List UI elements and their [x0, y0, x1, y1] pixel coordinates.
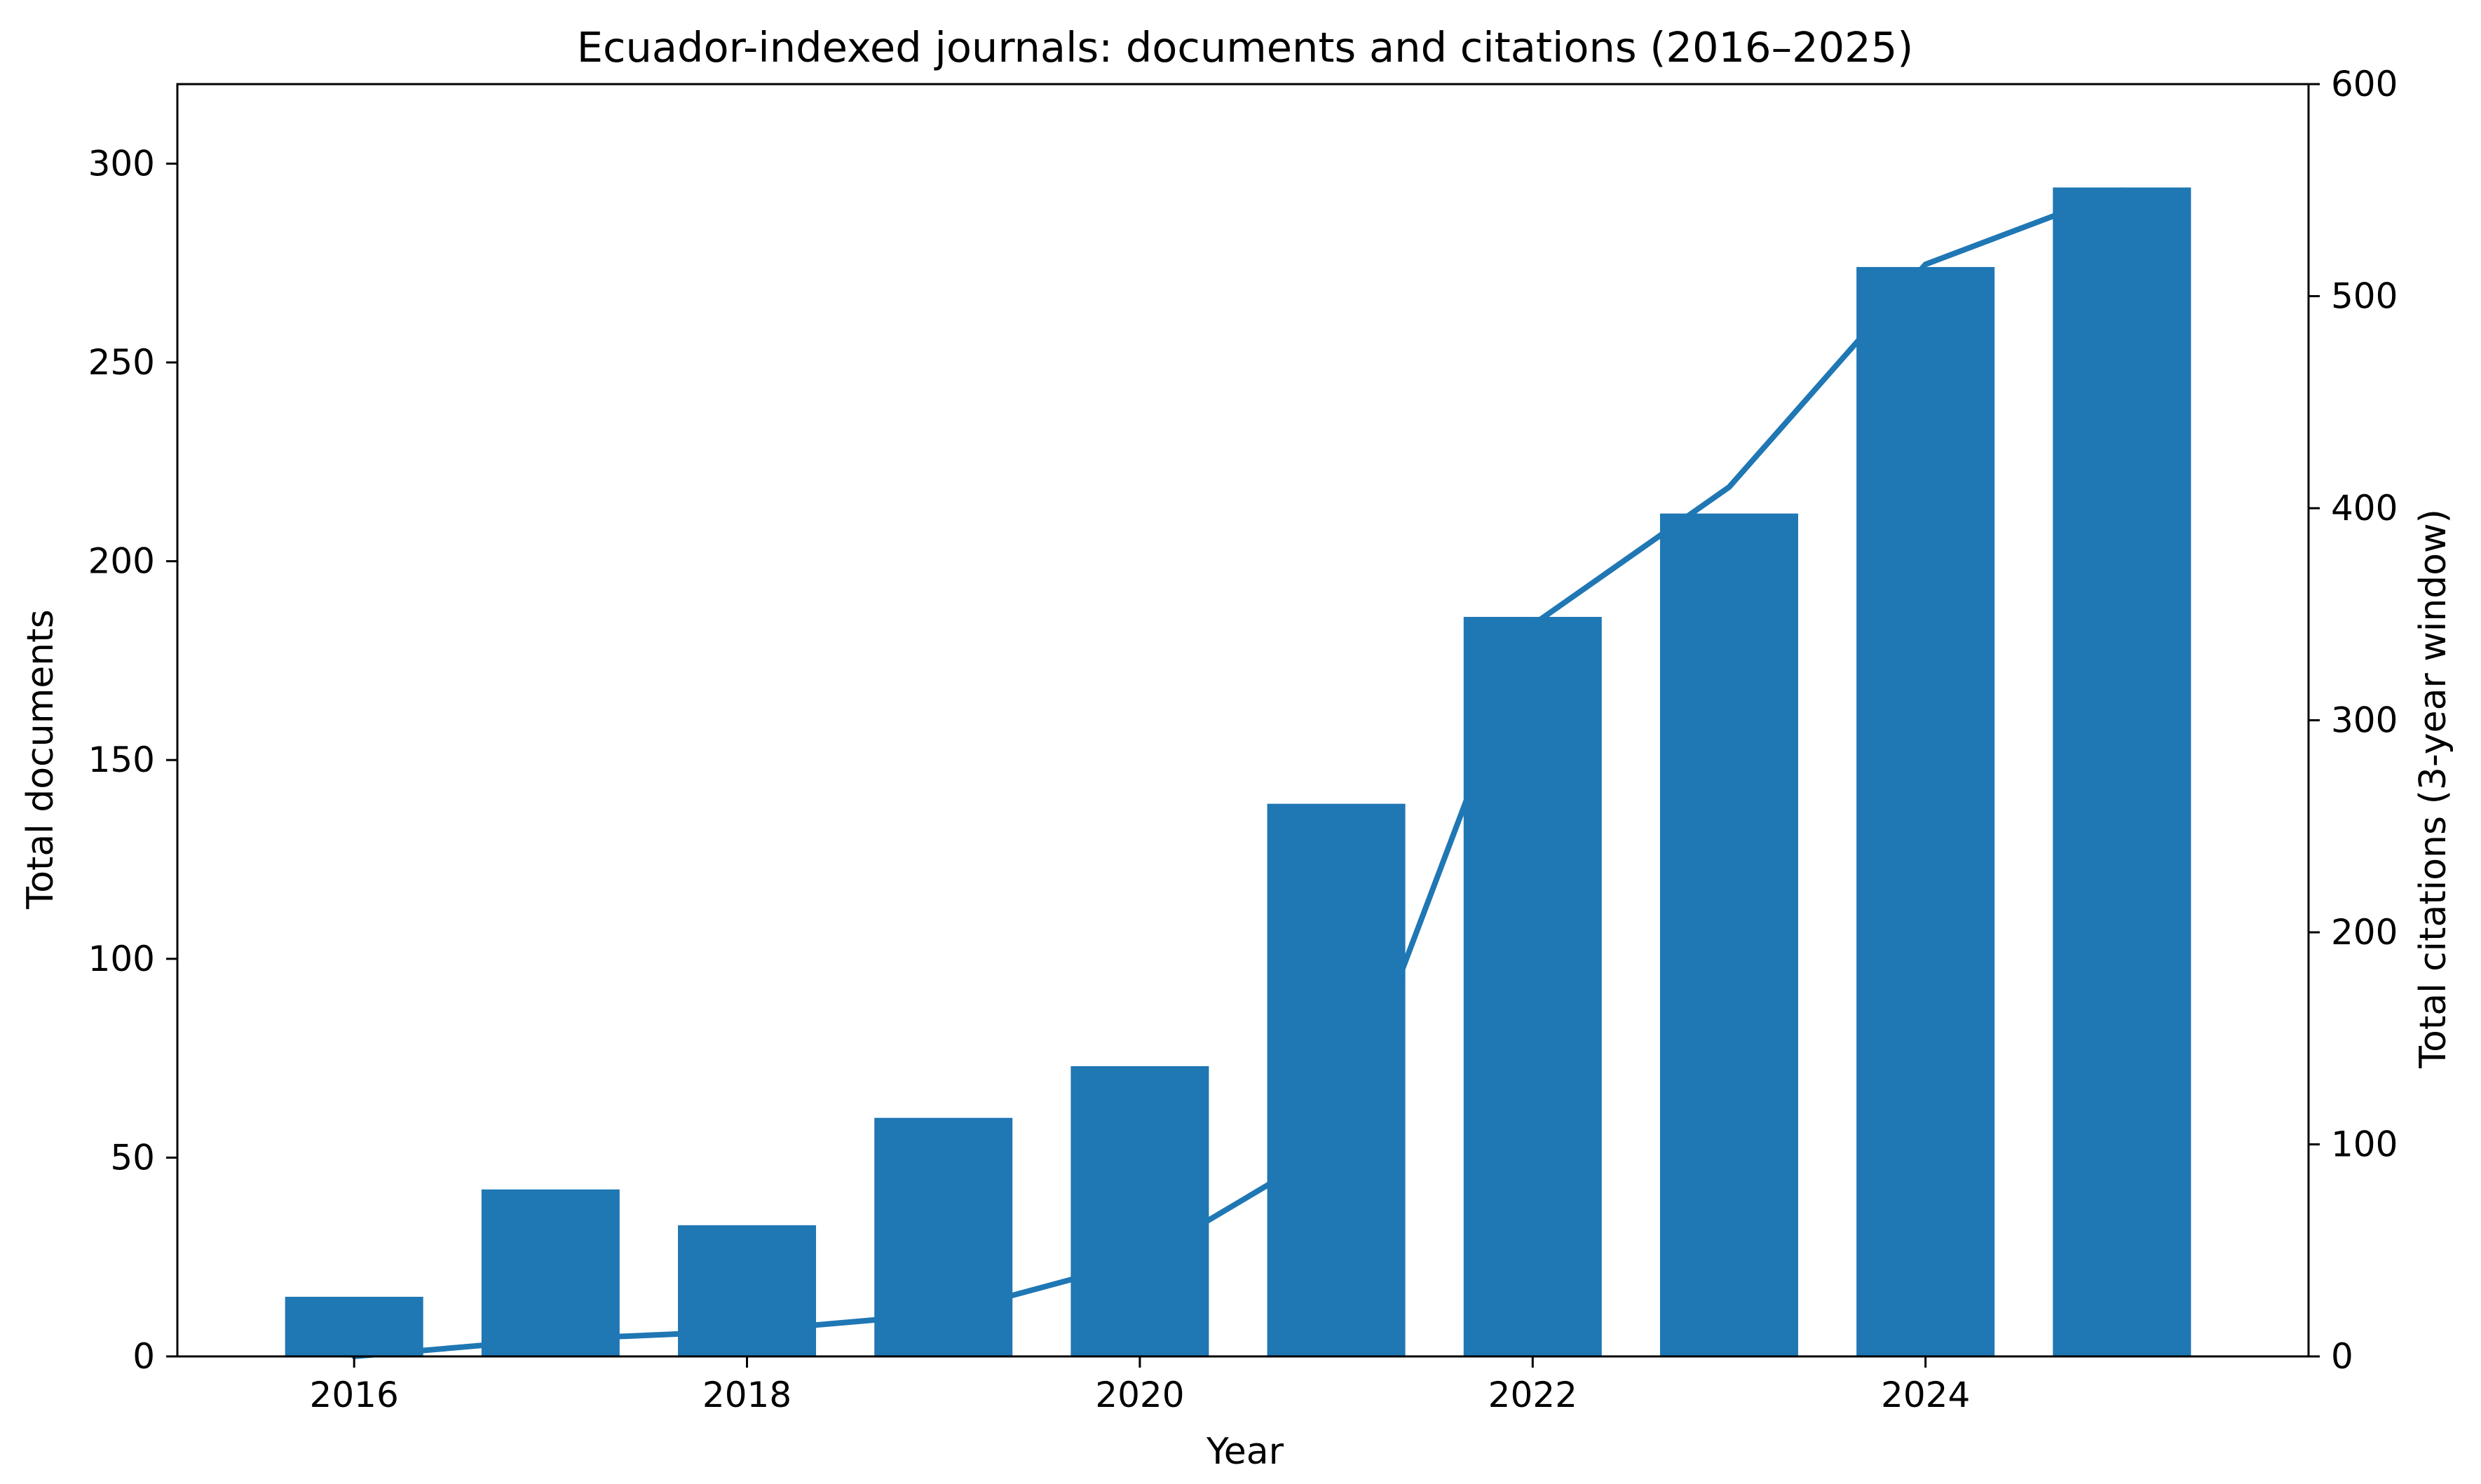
- y2-tick-label-400: 400: [2331, 488, 2398, 529]
- y-tick-label-250: 250: [88, 342, 155, 383]
- chart-title: Ecuador-indexed journals: documents and …: [577, 23, 1914, 72]
- bar-2024: [1856, 266, 1995, 1356]
- y2-tick-label-300: 300: [2331, 700, 2398, 741]
- x-tick-label-2018: 2018: [702, 1375, 791, 1415]
- y-axis-right-label: Total citations (3-year window): [2412, 509, 2454, 1069]
- x-tick-label-2016: 2016: [310, 1375, 399, 1415]
- y2-tick-label-0: 0: [2331, 1336, 2353, 1377]
- y-tick-label-50: 50: [110, 1137, 155, 1178]
- bar-2022: [1463, 617, 1602, 1356]
- y-tick-label-150: 150: [88, 740, 155, 780]
- y-axis-left-label: Total documents: [20, 609, 62, 909]
- bar-2021: [1267, 803, 1406, 1356]
- bar-2023: [1659, 513, 1798, 1356]
- y-tick-label-100: 100: [88, 939, 155, 979]
- x-tick-label-2022: 2022: [1488, 1375, 1577, 1415]
- bar-2025: [2053, 187, 2191, 1356]
- x-axis-ticks: 2016 2018 2020 2022 2024: [310, 1356, 1970, 1415]
- bar-2020: [1070, 1066, 1209, 1356]
- y-axis-left-ticks: 0 50 100 150 200 250 300: [88, 143, 177, 1377]
- y2-tick-label-100: 100: [2331, 1124, 2398, 1165]
- y-tick-label-300: 300: [88, 143, 155, 184]
- bar-2016: [285, 1296, 423, 1356]
- x-tick-label-2024: 2024: [1881, 1375, 1970, 1415]
- bar-2017: [481, 1189, 620, 1356]
- y2-tick-label-500: 500: [2331, 276, 2398, 317]
- y2-tick-label-200: 200: [2331, 912, 2398, 953]
- line-layer: [351, 187, 2125, 1359]
- citations-line: [351, 187, 2125, 1359]
- y-tick-label-0: 0: [132, 1336, 155, 1377]
- bar-2018: [678, 1225, 817, 1356]
- x-axis-label: Year: [1206, 1431, 1284, 1473]
- y-tick-label-200: 200: [88, 541, 155, 582]
- y2-tick-label-600: 600: [2331, 64, 2398, 104]
- x-tick-label-2020: 2020: [1095, 1375, 1184, 1415]
- y-axis-right-ticks: 0 100 200 300 400 500 600: [2309, 64, 2398, 1377]
